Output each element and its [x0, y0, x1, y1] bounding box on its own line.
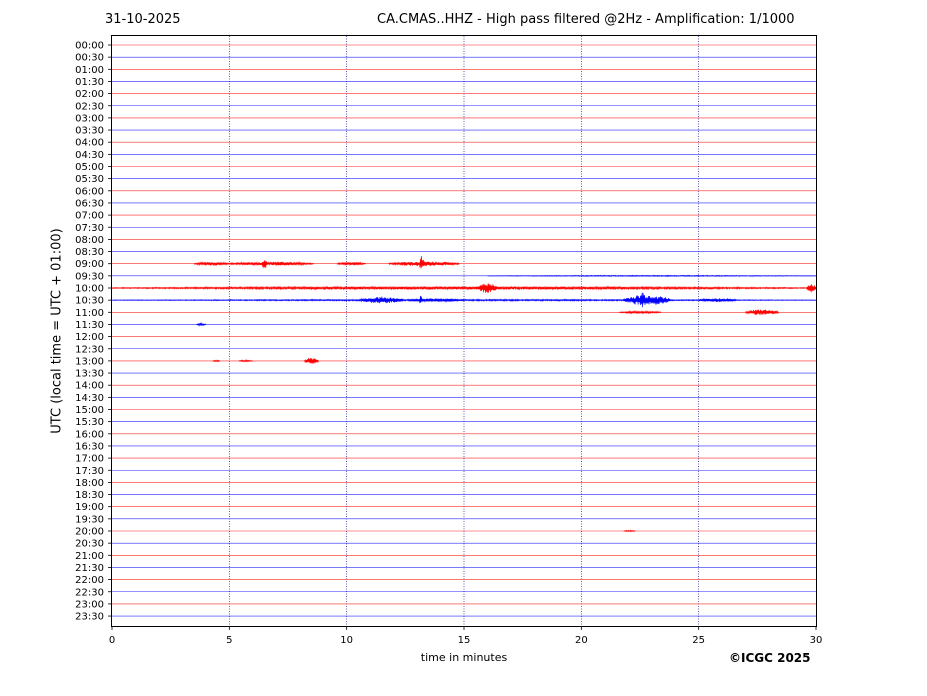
y-tick-label: 23:00 — [75, 599, 104, 610]
event-burst — [407, 297, 465, 303]
x-tick-label: 10 — [340, 635, 353, 646]
vertical-grid — [228, 36, 700, 626]
y-tick-label: 04:00 — [75, 138, 104, 149]
event-burst — [193, 261, 230, 267]
y-tick-label: 17:30 — [75, 466, 104, 477]
y-tick-label: 02:30 — [75, 101, 104, 112]
x-tick-label: 25 — [692, 635, 705, 646]
y-tick-label: 01:00 — [75, 65, 104, 76]
y-tick-label: 15:30 — [75, 417, 104, 428]
copyright-label: ©ICGC 2025 — [729, 651, 811, 665]
y-tick-label: 01:30 — [75, 77, 104, 88]
event-burst — [618, 310, 662, 315]
y-tick-label: 02:00 — [75, 89, 104, 100]
y-tick-label: 13:30 — [75, 369, 104, 380]
y-tick-label: 18:30 — [75, 490, 104, 501]
event-burst — [360, 296, 404, 304]
y-tick-label: 05:00 — [75, 162, 104, 173]
y-tick-label: 11:30 — [75, 320, 104, 331]
y-tick-label: 09:00 — [75, 259, 104, 270]
event-burst — [487, 274, 817, 278]
y-tick-label: 18:00 — [75, 478, 104, 489]
y-tick-label: 23:30 — [75, 612, 104, 623]
trace-lines — [112, 44, 816, 617]
y-tick-label: 10:30 — [75, 296, 104, 307]
y-tick-label: 00:30 — [75, 53, 104, 64]
y-tick-label: 08:00 — [75, 235, 104, 246]
x-axis-ticks: 0 5 10 15 20 25 30 — [109, 626, 823, 646]
y-tick-label: 19:30 — [75, 514, 104, 525]
event-burst — [238, 359, 254, 363]
y-tick-label: 12:00 — [75, 332, 104, 343]
y-tick-label: 06:30 — [75, 198, 104, 209]
x-tick-label: 5 — [226, 635, 232, 646]
x-tick-label: 0 — [109, 635, 115, 646]
x-axis-label: time in minutes — [420, 651, 508, 664]
seismic-events — [111, 256, 817, 533]
y-tick-label: 10:00 — [75, 284, 104, 295]
event-burst — [196, 322, 207, 327]
event-burst — [639, 292, 646, 308]
y-tick-label: 11:00 — [75, 308, 104, 319]
event-burst — [111, 285, 817, 291]
x-tick-label: 30 — [810, 635, 823, 646]
event-burst — [698, 297, 737, 303]
y-tick-label: 22:00 — [75, 575, 104, 586]
y-tick-label: 16:00 — [75, 429, 104, 440]
event-burst — [261, 260, 268, 268]
event-burst — [745, 309, 779, 316]
chart-title: CA.CMAS..HHZ - High pass filtered @2Hz -… — [377, 12, 795, 27]
y-tick-label: 22:30 — [75, 587, 104, 598]
event-burst — [304, 358, 319, 365]
y-tick-label: 03:30 — [75, 126, 104, 137]
event-burst — [336, 261, 366, 266]
event-burst — [477, 283, 498, 293]
y-tick-label: 17:00 — [75, 454, 104, 465]
y-tick-label: 20:00 — [75, 527, 104, 538]
event-burst — [419, 256, 425, 269]
y-tick-label: 03:00 — [75, 113, 104, 124]
y-tick-label: 21:30 — [75, 563, 104, 574]
y-tick-label: 00:00 — [75, 41, 104, 52]
y-axis-label: UTC (local time = UTC + 01:00) — [49, 228, 65, 434]
y-tick-label: 12:30 — [75, 344, 104, 355]
event-burst — [623, 529, 636, 533]
y-tick-label: 13:00 — [75, 356, 104, 367]
y-tick-label: 09:30 — [75, 271, 104, 282]
y-tick-label: 06:00 — [75, 186, 104, 197]
y-tick-label: 15:00 — [75, 405, 104, 416]
y-tick-label: 14:00 — [75, 381, 104, 392]
y-tick-label: 04:30 — [75, 150, 104, 161]
y-tick-label: 20:30 — [75, 539, 104, 550]
event-burst — [623, 295, 671, 306]
event-burst — [806, 284, 817, 293]
y-tick-label: 07:30 — [75, 223, 104, 234]
x-tick-label: 20 — [575, 635, 588, 646]
y-tick-label: 16:30 — [75, 441, 104, 452]
event-burst — [229, 261, 315, 267]
y-tick-label: 05:30 — [75, 174, 104, 185]
date-label: 31-10-2025 — [105, 12, 181, 27]
y-tick-label: 08:30 — [75, 247, 104, 258]
y-tick-label: 07:00 — [75, 211, 104, 222]
event-burst — [212, 359, 221, 363]
y-tick-label: 21:00 — [75, 551, 104, 562]
y-tick-label: 14:30 — [75, 393, 104, 404]
y-tick-label: 19:00 — [75, 502, 104, 513]
x-tick-label: 15 — [458, 635, 471, 646]
